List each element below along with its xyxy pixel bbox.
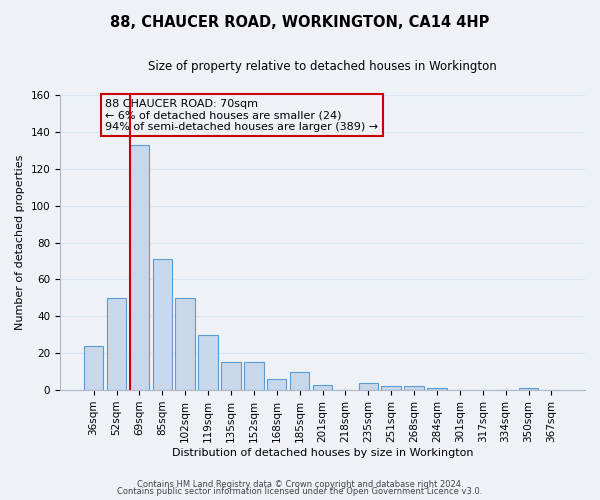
- Bar: [382, 386, 401, 390]
- Y-axis label: Number of detached properties: Number of detached properties: [15, 155, 25, 330]
- Bar: [244, 362, 263, 390]
- Bar: [107, 298, 126, 390]
- Bar: [130, 145, 149, 390]
- Bar: [175, 298, 195, 390]
- Bar: [84, 346, 103, 390]
- Bar: [152, 259, 172, 390]
- Bar: [404, 386, 424, 390]
- Bar: [221, 362, 241, 390]
- Bar: [427, 388, 446, 390]
- Text: Contains public sector information licensed under the Open Government Licence v3: Contains public sector information licen…: [118, 487, 482, 496]
- Bar: [290, 372, 310, 390]
- X-axis label: Distribution of detached houses by size in Workington: Distribution of detached houses by size …: [172, 448, 473, 458]
- Title: Size of property relative to detached houses in Workington: Size of property relative to detached ho…: [148, 60, 497, 73]
- Text: 88 CHAUCER ROAD: 70sqm
← 6% of detached houses are smaller (24)
94% of semi-deta: 88 CHAUCER ROAD: 70sqm ← 6% of detached …: [105, 98, 378, 132]
- Bar: [519, 388, 538, 390]
- Bar: [313, 384, 332, 390]
- Text: 88, CHAUCER ROAD, WORKINGTON, CA14 4HP: 88, CHAUCER ROAD, WORKINGTON, CA14 4HP: [110, 15, 490, 30]
- Bar: [359, 382, 378, 390]
- Text: Contains HM Land Registry data © Crown copyright and database right 2024.: Contains HM Land Registry data © Crown c…: [137, 480, 463, 489]
- Bar: [267, 379, 286, 390]
- Bar: [199, 335, 218, 390]
